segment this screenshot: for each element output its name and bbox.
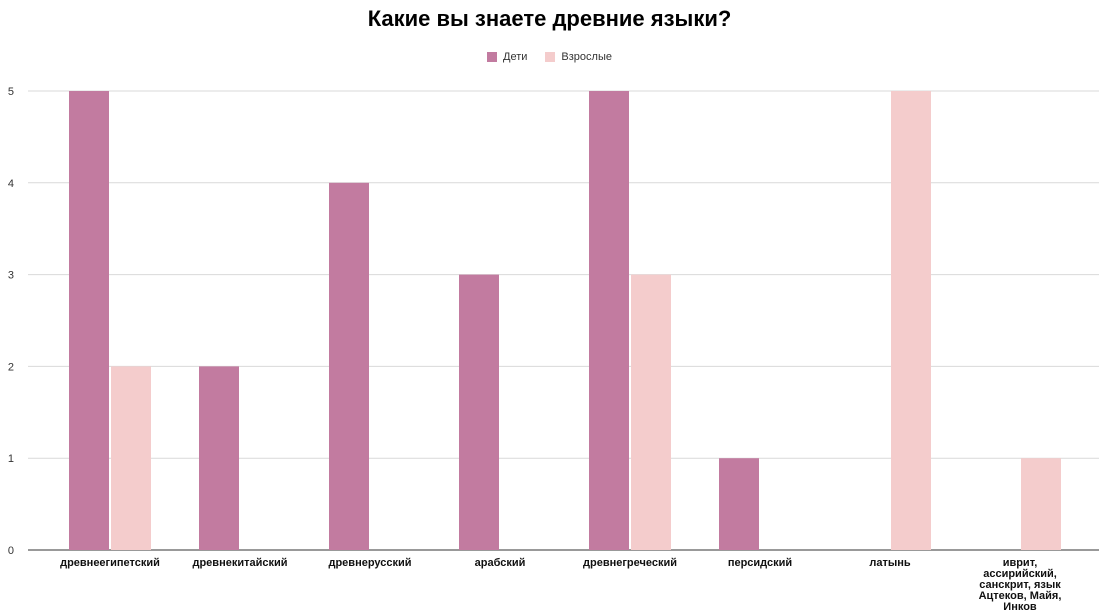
- y-tick-label: 0: [8, 545, 14, 557]
- x-category-label: древнегреческий: [583, 557, 677, 569]
- y-tick-label: 2: [8, 361, 14, 373]
- y-tick-label: 3: [8, 270, 14, 282]
- y-tick-label: 4: [8, 178, 14, 190]
- bar-children: [199, 366, 239, 550]
- x-category-label: латынь: [869, 557, 911, 569]
- bar-adults: [891, 91, 931, 550]
- legend-label-adults: Взрослые: [561, 51, 612, 63]
- bar-adults: [1021, 458, 1061, 550]
- legend-swatch-children: [487, 52, 498, 62]
- bar-children: [459, 274, 499, 550]
- x-category-label: персидский: [728, 557, 792, 569]
- legend-label-children: Дети: [503, 51, 528, 63]
- x-axis-labels: древнеегипетский древнекитайский древнерус…: [60, 557, 1061, 613]
- bar-children: [589, 91, 629, 550]
- y-tick-label: 1: [8, 453, 14, 465]
- bar-children: [719, 458, 759, 550]
- bar-adults: [111, 366, 151, 550]
- bar-children: [69, 91, 109, 550]
- chart-legend: Дети Взрослые: [0, 51, 1099, 63]
- x-category-label: иврит, ассирийский, санскрит, язык Ацтеков,…: [979, 557, 1062, 613]
- grid-lines: [28, 90, 1099, 551]
- legend-swatch-adults: [545, 52, 556, 62]
- legend-item-adults: Взрослые: [545, 51, 612, 63]
- x-category-label: древнеегипетский: [60, 557, 160, 569]
- x-category-label: арабский: [475, 557, 526, 569]
- x-category-label: древнекитайский: [192, 557, 287, 569]
- x-category-label: древнерусский: [328, 557, 411, 569]
- chart-title: Какие вы знаете древние языки?: [367, 6, 732, 31]
- bar-adults: [631, 274, 671, 550]
- y-axis-ticks: 0 1 2 3 4 5: [8, 86, 14, 557]
- bars: [69, 91, 1061, 551]
- y-tick-label: 5: [8, 86, 14, 98]
- bar-children: [329, 182, 369, 551]
- legend-item-children: Дети: [487, 51, 527, 63]
